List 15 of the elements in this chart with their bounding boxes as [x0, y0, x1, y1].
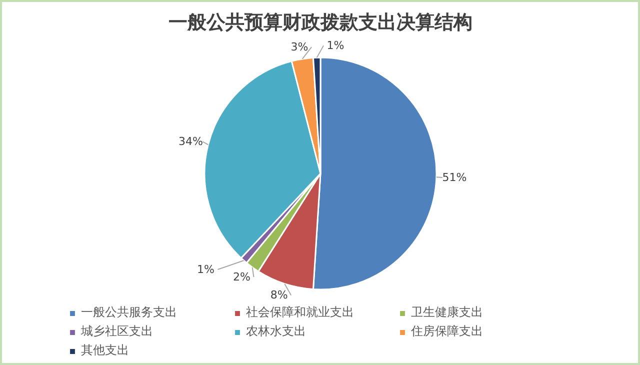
legend-label: 社会保障和就业支出	[246, 304, 355, 321]
legend-label: 其他支出	[81, 342, 130, 359]
legend-label: 住房保障支出	[411, 323, 484, 340]
legend-label: 一般公共服务支出	[81, 304, 178, 321]
chart-title: 一般公共预算财政拨款支出决算结构	[168, 12, 472, 34]
data-label: 3%	[290, 40, 308, 54]
data-label: 1%	[197, 263, 214, 276]
data-label: 2%	[233, 270, 250, 284]
data-label: 34%	[178, 135, 203, 148]
legend-label: 城乡社区支出	[81, 323, 154, 340]
legend-label: 卫生健康支出	[411, 304, 484, 321]
legend-label: 农林水支出	[246, 323, 307, 340]
data-label: 51%	[442, 171, 467, 184]
data-label: 8%	[270, 288, 288, 302]
data-label: 1%	[326, 39, 344, 52]
